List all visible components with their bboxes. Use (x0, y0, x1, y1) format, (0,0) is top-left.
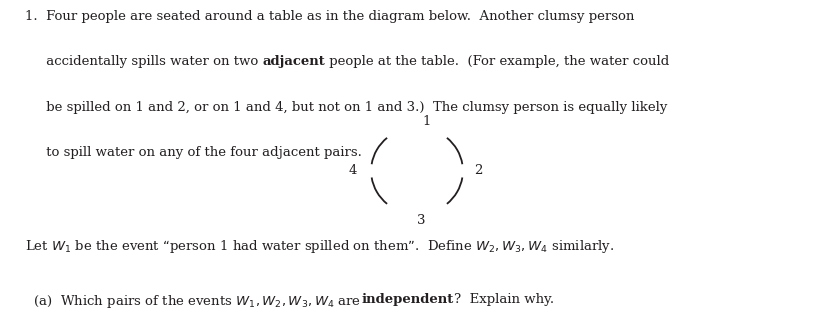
Text: to spill water on any of the four adjacent pairs.: to spill water on any of the four adjace… (25, 146, 362, 159)
Text: Let $W_1$ be the event “person 1 had water spilled on them”.  Define $W_2, W_3, : Let $W_1$ be the event “person 1 had wat… (25, 239, 615, 255)
Text: independent: independent (362, 293, 454, 306)
Text: (a)  Which pairs of the events $W_1, W_2, W_3, W_4$ are: (a) Which pairs of the events $W_1, W_2,… (25, 293, 362, 310)
Text: adjacent: adjacent (263, 55, 325, 68)
Text: accidentally spills water on two: accidentally spills water on two (25, 55, 263, 68)
Text: 4: 4 (349, 164, 357, 177)
Text: 2: 2 (474, 164, 482, 177)
Text: 3: 3 (417, 214, 425, 227)
Text: ?  Explain why.: ? Explain why. (454, 293, 554, 306)
Text: 1: 1 (423, 115, 431, 128)
Text: people at the table.  (For example, the water could: people at the table. (For example, the w… (325, 55, 670, 68)
Text: 1.  Four people are seated around a table as in the diagram below.  Another clum: 1. Four people are seated around a table… (25, 10, 635, 23)
Text: be spilled on 1 and 2, or on 1 and 4, but not on 1 and 3.)  The clumsy person is: be spilled on 1 and 2, or on 1 and 4, bu… (25, 100, 667, 114)
